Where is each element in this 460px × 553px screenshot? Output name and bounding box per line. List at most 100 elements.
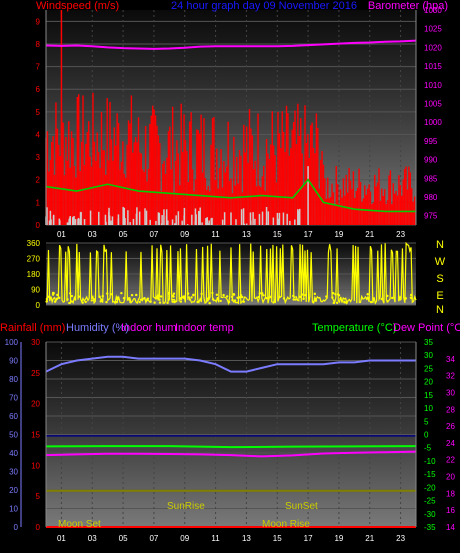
x-tick-label: 21 bbox=[365, 230, 374, 239]
x-tick-label: 15 bbox=[273, 230, 282, 239]
direction-point bbox=[171, 294, 175, 297]
direction-tick-label: 90 bbox=[31, 286, 40, 295]
direction-point bbox=[77, 295, 81, 298]
annotation-sunrise: SunRise bbox=[167, 501, 205, 512]
humidity-tick-label: 40 bbox=[9, 449, 18, 458]
x-tick-label: 21 bbox=[365, 534, 374, 543]
barometer-title: Barometer (hpa) bbox=[368, 0, 448, 12]
rain-tick-label: 10 bbox=[31, 461, 40, 470]
direction-point bbox=[225, 295, 229, 298]
direction-point bbox=[302, 297, 305, 301]
direction-point bbox=[55, 297, 59, 301]
x-tick-label: 01 bbox=[57, 230, 66, 239]
barometer-tick-label: 990 bbox=[424, 156, 438, 165]
direction-point bbox=[369, 300, 373, 304]
x-tick-label: 17 bbox=[304, 534, 313, 543]
direction-label-n-bottom: N bbox=[436, 304, 444, 316]
direction-point bbox=[339, 297, 342, 301]
x-tick-label: 13 bbox=[242, 534, 251, 543]
direction-tick-label: 360 bbox=[27, 239, 41, 248]
x-tick-label: 23 bbox=[396, 230, 405, 239]
barometer-tick-label: 1005 bbox=[424, 99, 442, 108]
humidity-tick-label: 30 bbox=[9, 468, 18, 477]
x-tick-label: 19 bbox=[334, 230, 343, 239]
direction-label-s: S bbox=[436, 273, 443, 285]
direction-point bbox=[404, 297, 408, 300]
legend-indoor-hum: Indoor hum bbox=[121, 322, 177, 334]
direction-tick-label: 0 bbox=[36, 301, 41, 310]
temperature-tick-label: 20 bbox=[424, 378, 433, 387]
x-tick-label: 19 bbox=[334, 534, 343, 543]
x-tick-label: 07 bbox=[149, 230, 158, 239]
direction-point bbox=[153, 301, 156, 304]
x-tick-label: 03 bbox=[88, 230, 97, 239]
dewpoint-tick-label: 14 bbox=[446, 523, 455, 532]
x-tick-label: 05 bbox=[119, 230, 128, 239]
humidity-tick-label: 10 bbox=[9, 505, 18, 514]
direction-point bbox=[51, 291, 55, 295]
rain-tick-label: 5 bbox=[36, 492, 41, 501]
annotation-sunset: SunSet bbox=[285, 501, 318, 512]
barometer-tick-label: 995 bbox=[424, 137, 438, 146]
direction-point bbox=[261, 292, 264, 295]
direction-point bbox=[282, 297, 286, 300]
direction-point bbox=[366, 296, 369, 299]
direction-line bbox=[45, 241, 417, 306]
direction-point bbox=[257, 295, 261, 299]
direction-point bbox=[45, 300, 48, 303]
wind-tick-label: 8 bbox=[36, 40, 41, 49]
x-tick-label: 23 bbox=[396, 534, 405, 543]
direction-point bbox=[106, 292, 109, 295]
temperature-tick-label: -10 bbox=[424, 457, 436, 466]
direction-point bbox=[331, 296, 334, 299]
barometer-tick-label: 1000 bbox=[424, 118, 442, 127]
humidity-tick-label: 80 bbox=[9, 375, 18, 384]
annotation-moon-rise: Moon Rise bbox=[262, 519, 310, 530]
humidity-tick-label: 100 bbox=[5, 338, 19, 347]
rain-tick-label: 20 bbox=[31, 400, 40, 409]
direction-point bbox=[172, 292, 176, 295]
direction-point bbox=[135, 293, 138, 297]
direction-point bbox=[269, 295, 273, 298]
direction-point bbox=[238, 296, 241, 299]
direction-point bbox=[120, 291, 123, 295]
humidity-tick-label: 50 bbox=[9, 431, 18, 440]
wind-average-line bbox=[45, 178, 416, 213]
direction-point bbox=[196, 300, 199, 304]
direction-point bbox=[294, 298, 297, 301]
direction-point bbox=[70, 294, 74, 298]
direction-point bbox=[227, 300, 231, 304]
wind-tick-label: 9 bbox=[36, 17, 41, 26]
direction-point bbox=[211, 298, 215, 301]
direction-point bbox=[331, 292, 335, 295]
dewpoint-tick-label: 32 bbox=[446, 372, 455, 381]
temperature-tick-label: 15 bbox=[424, 391, 433, 400]
direction-point bbox=[292, 294, 295, 298]
dewpoint-tick-label: 34 bbox=[446, 355, 455, 364]
dewpoint-tick-label: 20 bbox=[446, 473, 455, 482]
temperature-tick-label: 5 bbox=[424, 417, 429, 426]
wind-tick-label: 0 bbox=[36, 221, 41, 230]
direction-point bbox=[332, 301, 335, 305]
temperature-c-line bbox=[45, 445, 417, 449]
direction-point bbox=[208, 301, 211, 305]
temperature-tick-label: -35 bbox=[424, 523, 436, 532]
windspeed-title: Windspeed (m/s) bbox=[36, 0, 119, 12]
direction-point bbox=[391, 296, 394, 300]
x-tick-label: 11 bbox=[211, 230, 220, 239]
direction-tick-label: 180 bbox=[27, 270, 41, 279]
direction-point bbox=[143, 297, 146, 300]
dewpoint-tick-label: 30 bbox=[446, 388, 455, 397]
direction-point bbox=[230, 295, 234, 299]
direction-point bbox=[93, 298, 96, 301]
x-tick-label: 11 bbox=[211, 534, 220, 543]
direction-point bbox=[325, 295, 328, 298]
dewpoint-tick-label: 26 bbox=[446, 422, 455, 431]
direction-point bbox=[258, 292, 262, 295]
direction-point bbox=[262, 294, 265, 297]
wind-tick-label: 7 bbox=[36, 63, 41, 72]
direction-point bbox=[386, 294, 389, 298]
direction-point bbox=[200, 292, 203, 296]
direction-point bbox=[314, 299, 317, 302]
direction-point bbox=[116, 297, 119, 301]
